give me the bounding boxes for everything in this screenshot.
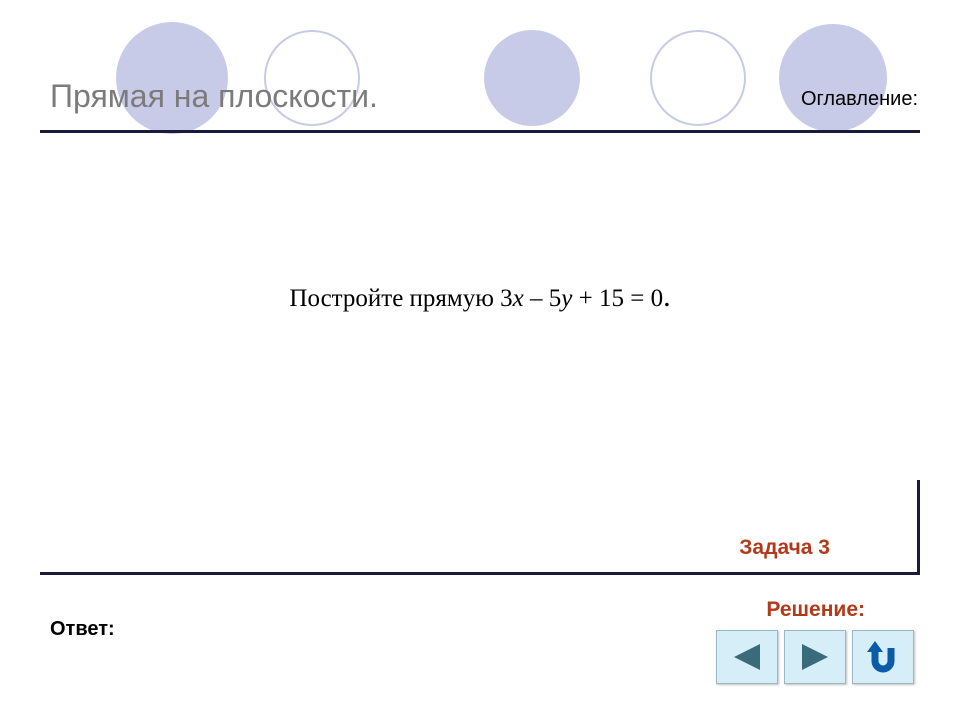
problem-mid1: – 5 [524, 285, 562, 312]
slide: Прямая на плоскости. Оглавление: Построй… [0, 0, 960, 720]
problem-mid2: + 15 = 0 [572, 285, 663, 312]
nav-controls [716, 630, 914, 684]
problem-var-x: x [513, 285, 524, 312]
circle-outline-icon [650, 30, 746, 126]
corner-rule-horizontal [40, 572, 920, 575]
circle-filled-icon [484, 30, 580, 126]
corner-rule-vertical [917, 480, 920, 572]
next-button[interactable] [784, 630, 846, 684]
circle-filled-icon [779, 24, 887, 132]
solution-link[interactable]: Решение: [766, 598, 865, 622]
problem-dot: . [663, 280, 671, 313]
problem-text: Постройте прямую 3x – 5y + 15 = 0. [0, 280, 960, 314]
arrow-right-icon [798, 642, 832, 672]
problem-prefix: Постройте прямую 3 [289, 285, 512, 312]
arrow-left-icon [730, 642, 764, 672]
page-title: Прямая на плоскости. [50, 78, 378, 115]
answer-label: Ответ: [50, 618, 115, 641]
toc-link[interactable]: Оглавление: [801, 88, 918, 111]
return-icon [861, 637, 905, 677]
problem-var-y: y [561, 285, 572, 312]
return-button[interactable] [852, 630, 914, 684]
task-label: Задача 3 [739, 536, 830, 560]
prev-button[interactable] [716, 630, 778, 684]
header-rule [40, 130, 920, 133]
